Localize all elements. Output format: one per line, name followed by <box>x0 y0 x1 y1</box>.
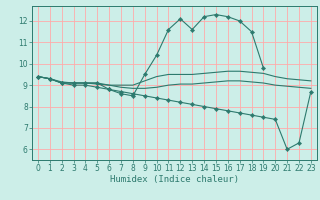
X-axis label: Humidex (Indice chaleur): Humidex (Indice chaleur) <box>110 175 239 184</box>
